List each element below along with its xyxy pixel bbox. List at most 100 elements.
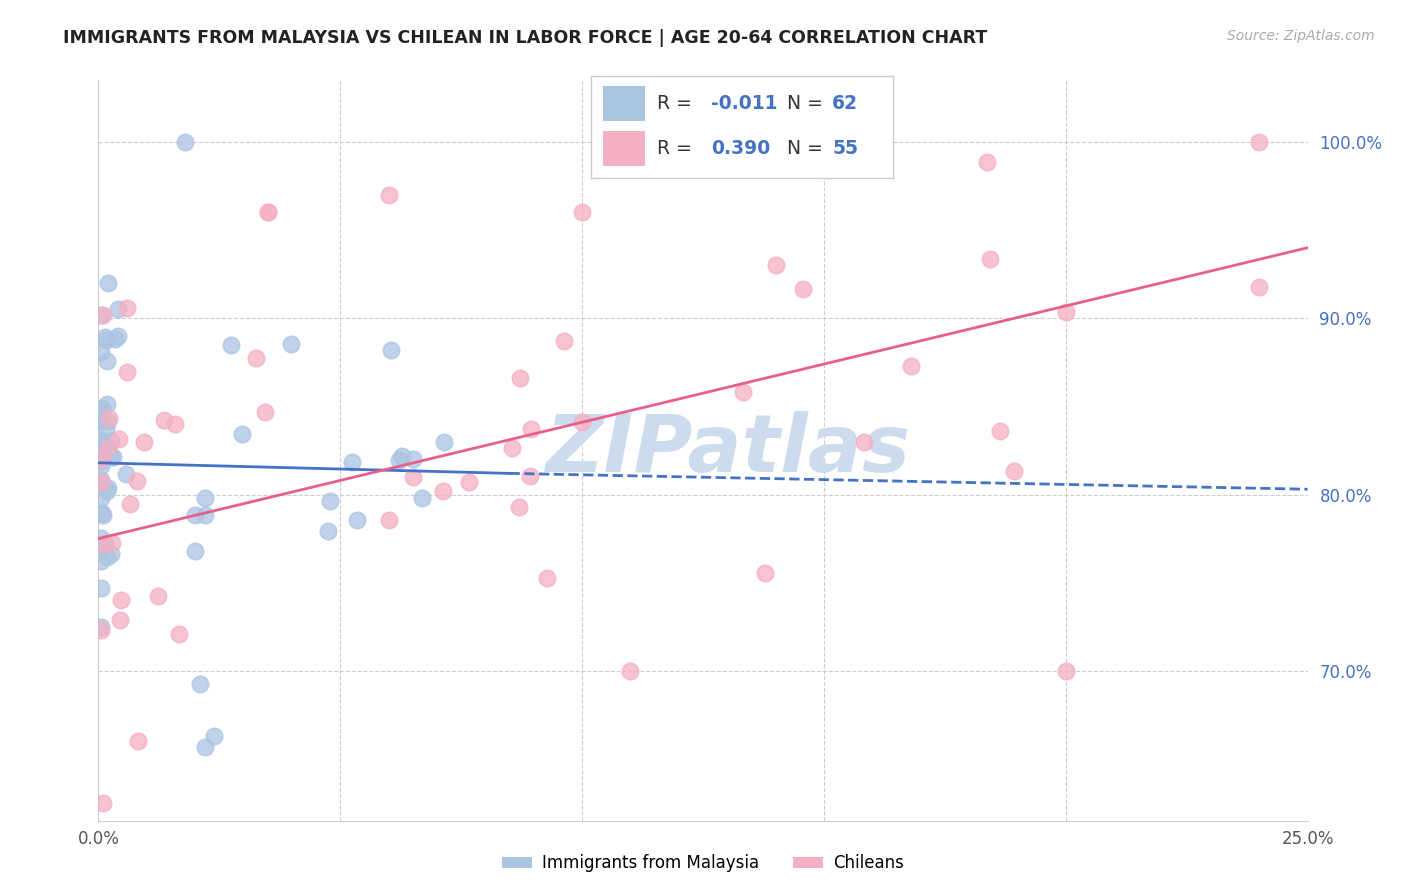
Point: [194, 508, 217, 522]
Legend: Immigrants from Malaysia, Chileans: Immigrants from Malaysia, Chileans: [496, 847, 910, 879]
Point: [280, 336, 302, 351]
Point: [377, 513, 399, 527]
Point: [571, 205, 593, 219]
Point: [976, 154, 998, 169]
Point: [184, 544, 207, 558]
Point: [108, 432, 131, 446]
Point: [204, 729, 226, 743]
Point: [110, 593, 132, 607]
Point: [380, 343, 402, 357]
Point: [118, 497, 141, 511]
Text: Source: ZipAtlas.com: Source: ZipAtlas.com: [1227, 29, 1375, 43]
Point: [101, 536, 124, 550]
Point: [90, 459, 112, 474]
Point: [94, 440, 117, 454]
Point: [432, 484, 454, 499]
Point: [765, 258, 787, 272]
Point: [1054, 664, 1077, 678]
Point: [256, 205, 278, 219]
Point: [501, 442, 523, 456]
Point: [97, 410, 120, 425]
Point: [1054, 305, 1077, 319]
Point: [90, 475, 112, 489]
Point: [165, 417, 187, 431]
Point: [731, 384, 754, 399]
Text: 62: 62: [832, 94, 858, 113]
Point: [132, 435, 155, 450]
Point: [91, 308, 114, 322]
Point: [90, 477, 112, 491]
Point: [167, 627, 190, 641]
Point: [96, 354, 118, 368]
Point: [108, 613, 131, 627]
Point: [96, 422, 118, 436]
Point: [90, 414, 112, 428]
Point: [377, 187, 399, 202]
Text: 0.390: 0.390: [711, 139, 770, 158]
Text: R =: R =: [657, 94, 697, 113]
Point: [97, 441, 120, 455]
Point: [90, 537, 112, 551]
Point: [188, 677, 211, 691]
Point: [90, 620, 112, 634]
Text: N =: N =: [787, 94, 830, 113]
Point: [1004, 464, 1026, 478]
Point: [520, 422, 543, 436]
Point: [231, 427, 253, 442]
Point: [100, 434, 122, 448]
Text: IMMIGRANTS FROM MALAYSIA VS CHILEAN IN LABOR FORCE | AGE 20-64 CORRELATION CHART: IMMIGRANTS FROM MALAYSIA VS CHILEAN IN L…: [63, 29, 987, 46]
Point: [91, 796, 114, 810]
Point: [117, 365, 139, 379]
Point: [107, 329, 129, 343]
Point: [254, 405, 277, 419]
Point: [319, 494, 342, 508]
Point: [90, 581, 112, 595]
Point: [91, 405, 114, 419]
Point: [346, 513, 368, 527]
Point: [91, 479, 114, 493]
Point: [146, 590, 169, 604]
Point: [94, 333, 117, 347]
Point: [90, 554, 112, 568]
Point: [508, 500, 530, 514]
Point: [91, 447, 114, 461]
Point: [433, 435, 456, 450]
Point: [90, 452, 112, 467]
Point: [1249, 135, 1271, 149]
Point: [97, 481, 120, 495]
Point: [94, 537, 117, 551]
Point: [90, 433, 112, 447]
Point: [853, 435, 876, 450]
Point: [536, 571, 558, 585]
Point: [519, 469, 541, 483]
Text: R =: R =: [657, 139, 697, 158]
Point: [97, 276, 120, 290]
Point: [194, 491, 217, 505]
Point: [979, 252, 1001, 266]
Point: [152, 413, 174, 427]
Point: [127, 475, 149, 489]
Point: [90, 437, 112, 451]
Point: [117, 301, 139, 315]
Text: N =: N =: [787, 139, 830, 158]
Point: [988, 425, 1011, 439]
Point: [194, 739, 217, 754]
Point: [388, 453, 411, 467]
Point: [174, 135, 197, 149]
Point: [391, 449, 413, 463]
Point: [571, 415, 593, 429]
Point: [127, 733, 149, 747]
Point: [96, 397, 118, 411]
Point: [340, 455, 363, 469]
Text: -0.011: -0.011: [711, 94, 778, 113]
Point: [553, 334, 575, 348]
Point: [93, 330, 115, 344]
Point: [90, 454, 112, 468]
Point: [90, 491, 112, 505]
Point: [103, 450, 125, 464]
Bar: [603, 87, 645, 121]
Point: [318, 524, 340, 538]
Point: [96, 484, 118, 499]
Point: [100, 547, 122, 561]
Point: [90, 344, 112, 359]
